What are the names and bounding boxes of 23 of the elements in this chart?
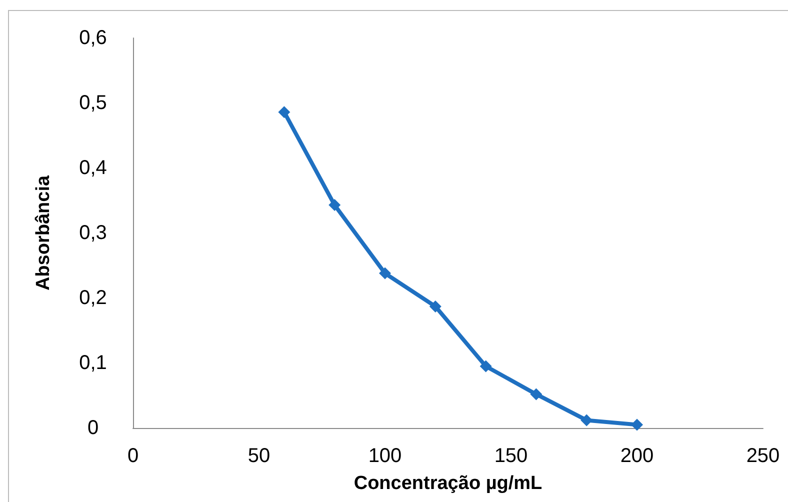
point (480, 360, 492, 372)
x-tick-label: 250 (746, 445, 780, 467)
point (278, 106, 290, 118)
point (530, 388, 542, 400)
x-tick-label: 50 (248, 445, 270, 467)
point (631, 418, 643, 431)
x-tick-label: 0 (127, 445, 139, 467)
x-axis-title: Concentração µg/mL (354, 473, 543, 494)
point (379, 267, 391, 280)
x-tick-label: 200 (620, 445, 654, 467)
x-tick-label: 100 (368, 445, 402, 467)
y-axis-title: Absorbância (33, 175, 54, 291)
y-tick-label: 0,4 (79, 157, 107, 179)
point (429, 300, 442, 312)
y-tick-label: 0,2 (79, 287, 107, 309)
point (580, 414, 593, 426)
y-tick-label: 0,1 (79, 352, 107, 374)
point (328, 199, 341, 212)
y-tick-label: 0 (87, 417, 99, 439)
y-tick-label: 0,3 (79, 222, 107, 244)
x-tick-label: 150 (494, 445, 528, 467)
y-tick-label: 0,5 (79, 92, 107, 114)
y-tick-label: 0,6 (79, 27, 107, 49)
